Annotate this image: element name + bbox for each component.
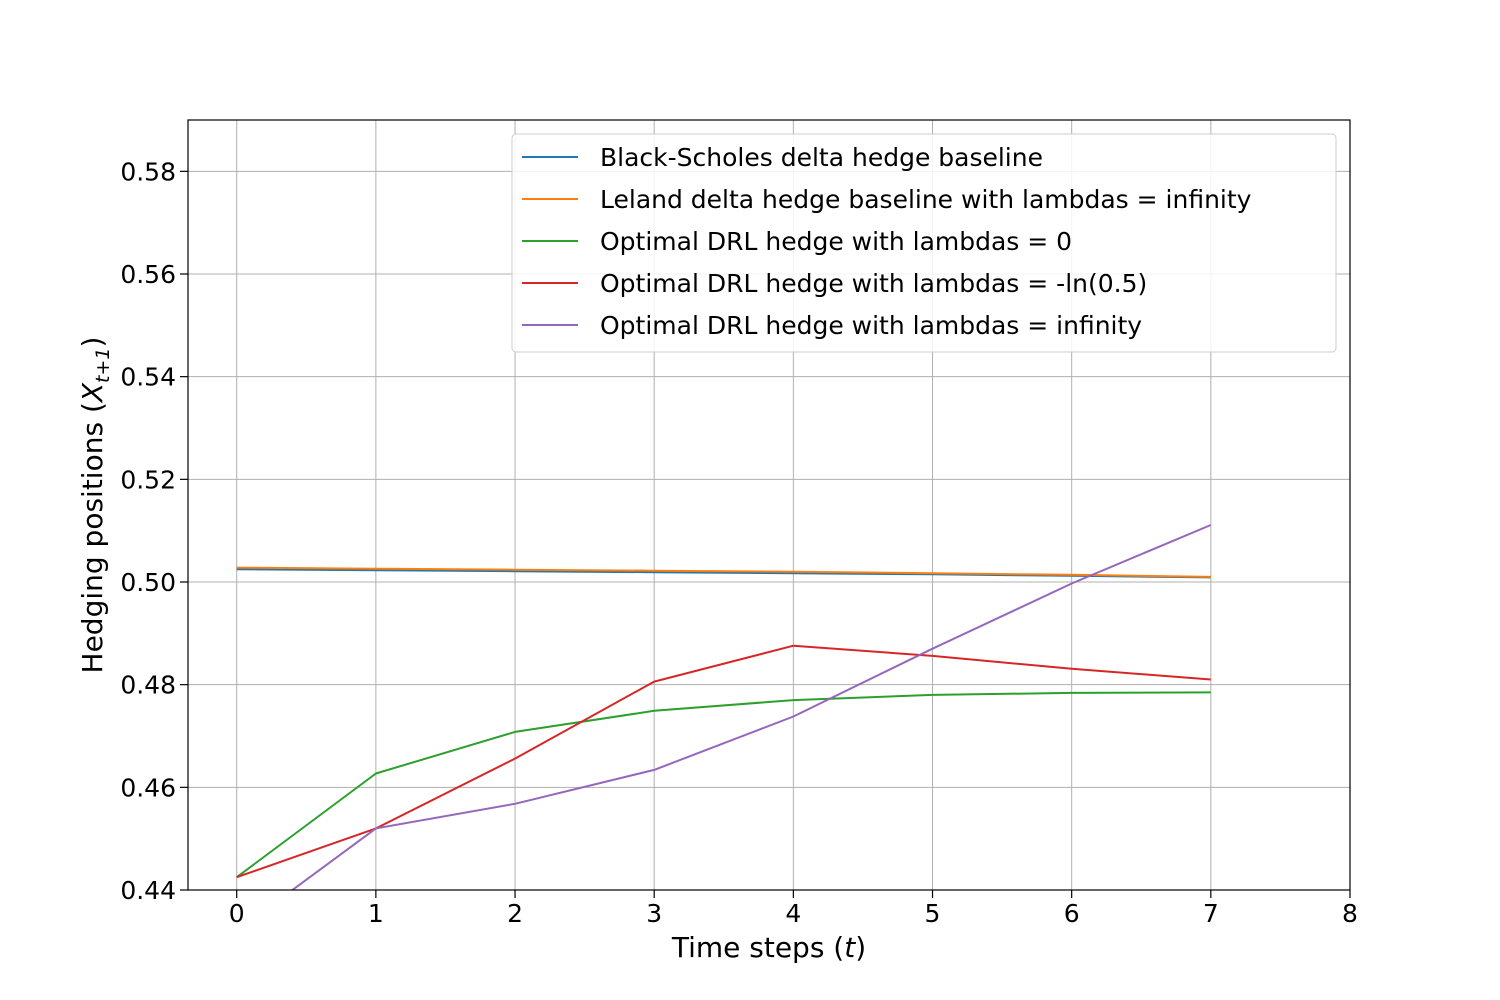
series-line-5 — [290, 524, 1212, 890]
legend-label: Leland delta hedge baseline with lambdas… — [600, 185, 1252, 214]
legend-box — [511, 133, 1337, 353]
y-axis-label: Hedging positions (Xt+1) — [76, 337, 114, 674]
legend: Black-Scholes delta hedge baseline Leland… — [511, 133, 1337, 353]
y-tick-label: 0.52 — [120, 465, 176, 494]
y-tick-label: 0.56 — [120, 260, 176, 289]
series-line-3 — [236, 691, 1211, 879]
legend-label: Black-Scholes delta hedge baseline — [600, 143, 1043, 172]
y-tick-label: 0.46 — [120, 773, 176, 802]
x-tick-label: 1 — [368, 899, 384, 928]
x-axis-label: Time steps (t) — [671, 931, 866, 964]
series-lines — [236, 524, 1212, 890]
legend-label: Optimal DRL hedge with lambdas = -ln(0.5… — [600, 269, 1147, 298]
x-tick-label: 0 — [229, 899, 245, 928]
legend-label: Optimal DRL hedge with lambdas = infinit… — [600, 311, 1142, 340]
y-tick-label: 0.54 — [120, 363, 176, 392]
x-tick-label: 5 — [925, 899, 941, 928]
x-tick-label: 3 — [646, 899, 662, 928]
x-tick-label: 8 — [1342, 899, 1358, 928]
axis-ticks: 0 1 2 3 4 5 6 7 8 0.44 0.46 0.48 0.50 0.52 0.54 0.56 0.5… — [120, 157, 1358, 928]
series-line-2 — [236, 566, 1211, 578]
series-line-4 — [236, 644, 1211, 879]
y-tick-label: 0.50 — [120, 568, 176, 597]
x-tick-label: 2 — [507, 899, 523, 928]
x-tick-label: 4 — [785, 899, 801, 928]
x-tick-label: 7 — [1203, 899, 1219, 928]
plot-frame — [187, 119, 1351, 891]
y-tick-label: 0.58 — [120, 157, 176, 186]
y-tick-label: 0.48 — [120, 671, 176, 700]
legend-label: Optimal DRL hedge with lambdas = 0 — [600, 227, 1072, 256]
x-tick-label: 6 — [1064, 899, 1080, 928]
y-tick-label: 0.44 — [120, 876, 176, 905]
